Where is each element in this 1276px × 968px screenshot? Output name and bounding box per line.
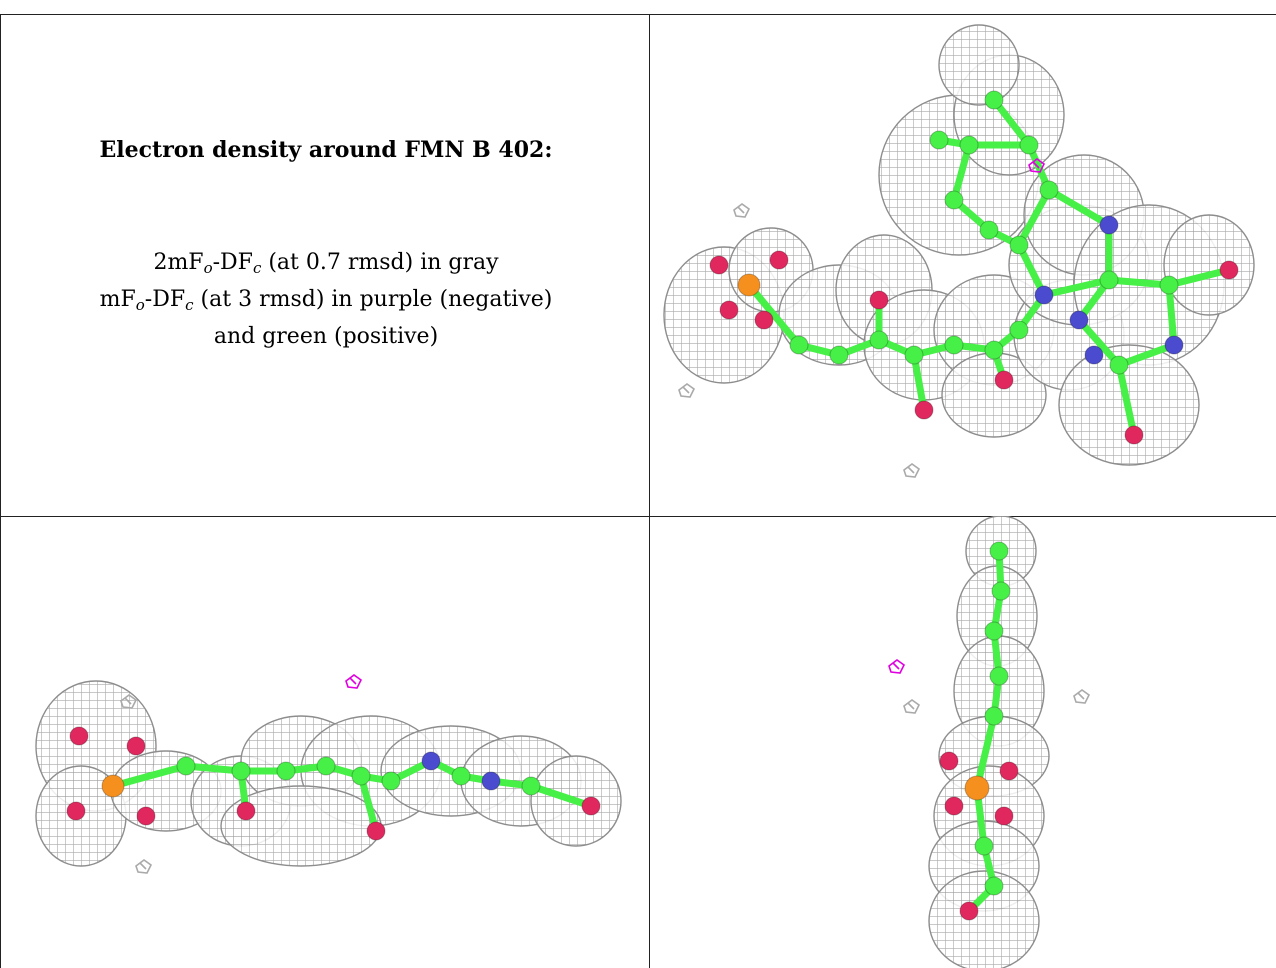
atom-o — [994, 370, 1014, 390]
atom-o — [999, 761, 1019, 781]
legend-text: 2mFo-DFc (at 0.7 rmsd) in gray mFo-DFc (… — [1, 247, 649, 353]
molecule-render-side — [35, 674, 622, 874]
atom-c — [984, 706, 1004, 726]
atom-o — [709, 255, 729, 275]
density-mesh-top — [663, 24, 1255, 466]
atom-n — [1034, 285, 1054, 305]
atom-c — [1019, 135, 1039, 155]
atom-o — [1219, 260, 1239, 280]
atom-o — [994, 806, 1014, 826]
atom-c — [984, 876, 1004, 896]
atom-o — [1124, 425, 1144, 445]
atom-c — [1039, 180, 1059, 200]
atom-c — [176, 756, 196, 776]
atom-o — [236, 801, 256, 821]
atom-n — [481, 771, 501, 791]
noise-mesh — [903, 463, 921, 478]
legend-line-gray: 2mFo-DFc (at 0.7 rmsd) in gray — [153, 250, 499, 277]
atom-c — [451, 766, 471, 786]
molecule-render-end — [888, 516, 1091, 968]
atom-c — [521, 776, 541, 796]
atom-c — [979, 220, 999, 240]
atom-c — [351, 766, 371, 786]
atom-c — [984, 340, 1004, 360]
atom-c — [381, 771, 401, 791]
atom-c — [231, 761, 251, 781]
noise-mesh — [135, 859, 153, 874]
atom-o — [869, 290, 889, 310]
noise-mesh — [120, 694, 138, 709]
atom-c — [989, 541, 1009, 561]
negative-density-blob — [345, 674, 363, 689]
atom-o — [69, 726, 89, 746]
density-panel-side-view — [0, 516, 650, 968]
atom-o — [581, 796, 601, 816]
atom-o — [939, 751, 959, 771]
atom-c — [959, 135, 979, 155]
atoms-top — [709, 90, 1239, 445]
atom-c — [984, 621, 1004, 641]
noise-mesh — [903, 699, 921, 714]
atom-c — [1099, 270, 1119, 290]
atom-n — [421, 751, 441, 771]
atom-c — [316, 756, 336, 776]
caption-cell: Electron density around FMN B 402: 2mFo-… — [0, 14, 650, 517]
atom-c — [944, 190, 964, 210]
atom-c — [276, 761, 296, 781]
figure-table: Electron density around FMN B 402: 2mFo-… — [0, 14, 1276, 968]
atom-c — [1009, 235, 1029, 255]
atom-o — [769, 250, 789, 270]
atom-c — [991, 581, 1011, 601]
atom-o — [126, 736, 146, 756]
atom-o — [136, 806, 156, 826]
negative-density-blob — [888, 659, 906, 674]
atom-p — [101, 774, 125, 798]
atom-o — [366, 821, 386, 841]
atom-o — [719, 300, 739, 320]
atom-c — [789, 335, 809, 355]
atom-o — [944, 796, 964, 816]
legend-line-green: and green (positive) — [213, 324, 439, 349]
atom-n — [1084, 345, 1104, 365]
atom-n — [1099, 215, 1119, 235]
atom-p — [737, 273, 761, 297]
atom-o — [959, 901, 979, 921]
atom-n — [1069, 310, 1089, 330]
atom-o — [754, 310, 774, 330]
legend-line-purple: mFo-DFc (at 3 rmsd) in purple (negative) — [99, 287, 553, 314]
atom-c — [984, 90, 1004, 110]
atom-p — [964, 775, 990, 801]
density-mesh-side — [35, 680, 622, 867]
atom-c — [904, 345, 924, 365]
atom-c — [1109, 355, 1129, 375]
atoms-side — [66, 726, 601, 841]
atom-o — [66, 801, 86, 821]
density-panel-end-view — [649, 516, 1276, 968]
atom-n — [1164, 335, 1184, 355]
atom-c — [829, 345, 849, 365]
atom-c — [1159, 275, 1179, 295]
atom-c — [1009, 320, 1029, 340]
noise-mesh — [678, 383, 696, 398]
figure-title: Electron density around FMN B 402: — [99, 137, 553, 163]
noise-mesh — [733, 203, 751, 218]
atom-c — [929, 130, 949, 150]
molecule-render-top — [663, 24, 1255, 478]
atom-c — [974, 836, 994, 856]
atom-c — [989, 666, 1009, 686]
atom-c — [944, 335, 964, 355]
atom-o — [914, 400, 934, 420]
density-panel-top-view — [649, 14, 1276, 517]
density-mesh-end — [928, 516, 1050, 968]
atom-c — [869, 330, 889, 350]
noise-mesh — [1073, 689, 1091, 704]
negative-density-blob — [1028, 158, 1046, 173]
atoms-end — [939, 541, 1019, 921]
